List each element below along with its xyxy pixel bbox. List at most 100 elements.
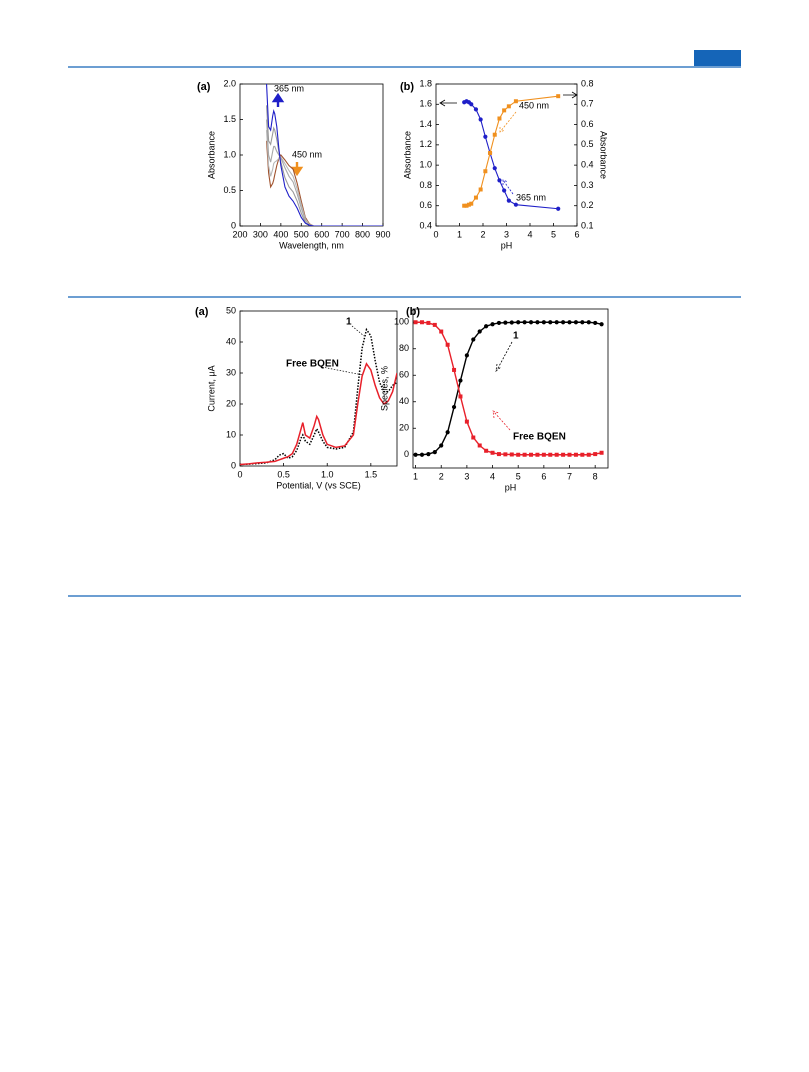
x-axis-label: pH — [501, 240, 513, 250]
marker — [473, 107, 479, 112]
marker — [492, 132, 497, 137]
marker — [509, 320, 514, 325]
x-tick-label: 0.5 — [277, 469, 290, 479]
marker — [573, 320, 579, 325]
marker — [484, 448, 489, 453]
series-line — [240, 362, 397, 466]
y-tick-label: 80 — [399, 343, 409, 353]
leader — [351, 325, 365, 337]
marker — [458, 394, 463, 399]
marker — [419, 320, 424, 325]
x-tick-label: 2 — [439, 471, 444, 481]
marker — [503, 320, 508, 325]
y-tick-label: 2.0 — [223, 78, 236, 88]
series-line — [415, 321, 602, 456]
marker — [432, 450, 437, 455]
y2-tick-label: 0.8 — [581, 78, 594, 88]
marker — [483, 134, 488, 139]
marker — [503, 452, 508, 457]
series-line — [266, 130, 383, 226]
x-tick-label: 200 — [232, 229, 247, 239]
marker — [513, 99, 518, 104]
annotation: 365 nm — [274, 83, 304, 93]
y-tick-label: 0 — [231, 460, 236, 470]
panel-label: (b) — [400, 81, 414, 93]
marker — [529, 452, 534, 457]
y-tick-label: 0.4 — [419, 220, 432, 230]
x-tick-label: 800 — [355, 229, 370, 239]
y-tick-label: 1.2 — [419, 139, 432, 149]
marker — [535, 320, 540, 325]
marker — [439, 329, 444, 334]
marker — [554, 320, 559, 325]
series-line — [266, 140, 383, 226]
y-tick-label: 1.4 — [419, 119, 432, 129]
x-tick-label: 3 — [464, 471, 469, 481]
y2-tick-label: 0.6 — [581, 119, 594, 129]
arrow — [271, 92, 285, 107]
y-tick-label: 1.0 — [223, 149, 236, 159]
x-tick-label: 700 — [335, 229, 350, 239]
y-axis-label: Current, μA — [206, 365, 216, 411]
arrow — [495, 341, 513, 372]
arrow — [499, 111, 517, 133]
plot-frame — [435, 83, 578, 227]
x-tick-label: 7 — [567, 471, 572, 481]
marker — [478, 187, 483, 192]
marker — [556, 94, 561, 99]
marker — [469, 102, 474, 107]
y-tick-label: 1.0 — [419, 160, 432, 170]
series-line — [266, 119, 383, 226]
arrow — [502, 179, 514, 195]
marker — [458, 378, 463, 383]
marker — [477, 329, 482, 334]
x-tick-label: 300 — [253, 229, 268, 239]
x-axis-label: pH — [505, 482, 517, 492]
marker — [473, 195, 478, 200]
arrow — [492, 410, 511, 431]
plot-frame — [239, 310, 398, 467]
marker — [599, 450, 604, 455]
x-tick-label: 400 — [273, 229, 288, 239]
marker — [497, 178, 502, 183]
arrow — [439, 99, 457, 107]
y-tick-label: 40 — [226, 336, 236, 346]
marker — [490, 322, 495, 327]
marker — [560, 320, 566, 325]
marker — [477, 443, 482, 448]
marker — [478, 117, 483, 122]
series-line — [266, 84, 383, 226]
marker — [492, 166, 497, 171]
marker — [573, 452, 578, 457]
marker — [413, 320, 418, 325]
marker — [554, 452, 559, 457]
marker — [580, 452, 585, 457]
y-axis-label: Species, % — [379, 366, 389, 411]
y2-tick-label: 0.1 — [581, 220, 594, 230]
panel-label: (a) — [195, 306, 209, 318]
marker — [488, 150, 493, 155]
marker — [509, 452, 514, 457]
x-tick-label: 8 — [593, 471, 598, 481]
y2-tick-label: 0.5 — [581, 139, 594, 149]
y-tick-label: 50 — [226, 305, 236, 315]
marker — [535, 452, 540, 457]
y-tick-label: 30 — [226, 367, 236, 377]
x-tick-label: 0 — [237, 469, 242, 479]
y-tick-label: 0.5 — [223, 185, 236, 195]
y2-tick-label: 0.4 — [581, 160, 594, 170]
marker — [567, 452, 572, 457]
y-tick-label: 0.6 — [419, 200, 432, 210]
marker — [556, 206, 561, 211]
x-tick-label: 4 — [490, 471, 495, 481]
y-tick-label: 0.8 — [419, 180, 432, 190]
marker — [522, 320, 527, 325]
annotation: 365 nm — [516, 192, 546, 202]
marker — [580, 320, 585, 325]
x-tick-label: 2 — [480, 229, 485, 239]
marker — [586, 452, 591, 457]
y2-axis-label: Absorbance — [599, 131, 609, 179]
x-tick-label: 6 — [574, 229, 579, 239]
y-tick-label: 0 — [231, 220, 236, 230]
